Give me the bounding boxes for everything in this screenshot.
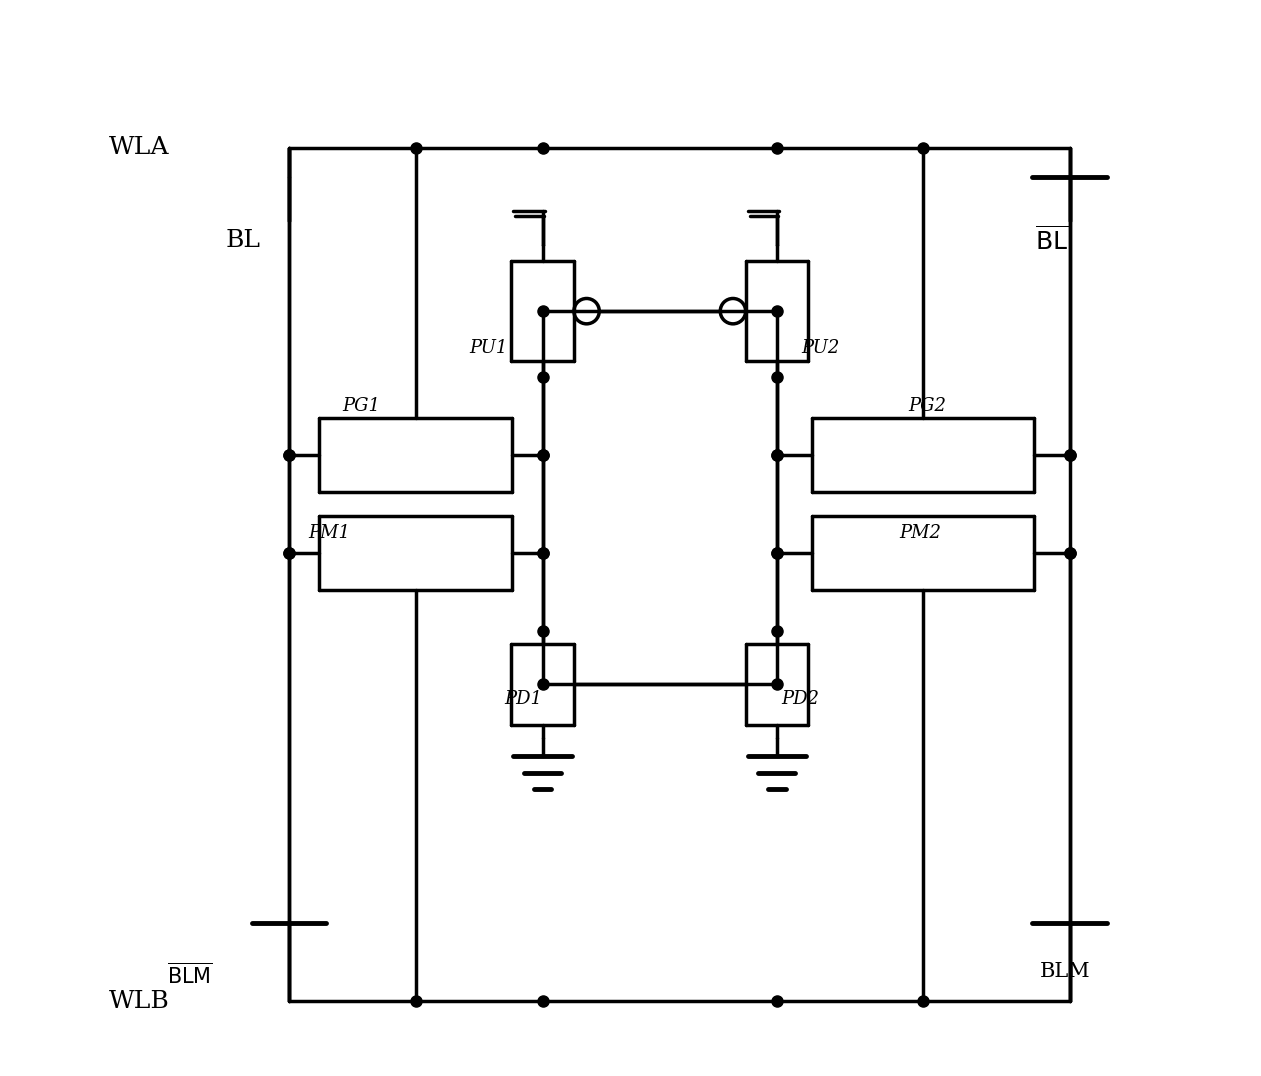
- Text: PD2: PD2: [782, 690, 820, 708]
- Text: $\overline{\rm BLM}$: $\overline{\rm BLM}$: [166, 962, 213, 988]
- Text: PD1: PD1: [504, 690, 542, 708]
- Text: WLB: WLB: [108, 990, 169, 1013]
- Text: PU1: PU1: [469, 339, 508, 357]
- Text: PG1: PG1: [343, 397, 381, 415]
- Text: BL: BL: [226, 229, 261, 252]
- Text: $\overline{\rm BL}$: $\overline{\rm BL}$: [1035, 226, 1068, 255]
- Text: BLM: BLM: [1040, 962, 1091, 981]
- Text: PM1: PM1: [309, 524, 351, 542]
- Text: PG2: PG2: [909, 397, 947, 415]
- Text: PU2: PU2: [801, 339, 840, 357]
- Text: PM2: PM2: [899, 524, 941, 542]
- Text: WLA: WLA: [108, 137, 169, 159]
